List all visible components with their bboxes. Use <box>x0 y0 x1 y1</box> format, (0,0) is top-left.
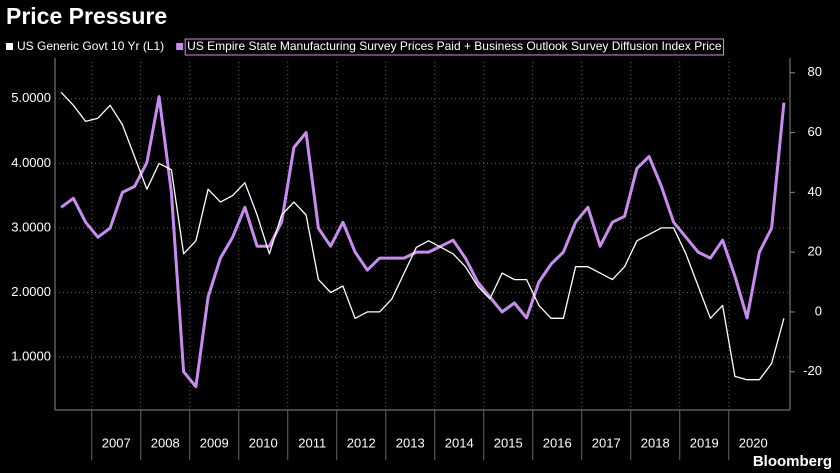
legend-label: US Empire State Manufacturing Survey Pri… <box>187 39 722 53</box>
y-tick-label: 5.0000 <box>11 90 51 105</box>
y-tick-label: 4.0000 <box>11 155 51 170</box>
x-tick-label: 2010 <box>249 435 278 450</box>
y-tick-label: 3.0000 <box>11 219 51 234</box>
y2-tick-label: 80 <box>808 64 822 79</box>
x-tick-label: 2008 <box>151 435 180 450</box>
y2-tick-label: 0 <box>815 303 822 318</box>
x-tick-label: 2012 <box>347 435 376 450</box>
legend-swatch <box>6 43 13 50</box>
x-tick-label: 2020 <box>739 435 768 450</box>
x-tick-label: 2011 <box>298 435 326 450</box>
x-tick-label: 2015 <box>494 435 523 450</box>
y-tick-label: 1.0000 <box>11 348 51 363</box>
legend-box <box>184 38 725 56</box>
x-tick-label: 2018 <box>641 435 670 450</box>
chart-title: Price Pressure <box>6 3 167 29</box>
y2-tick-label: -20 <box>803 363 822 378</box>
x-tick-label: 2019 <box>690 435 719 450</box>
series-line <box>60 95 786 389</box>
y2-tick-label: 20 <box>808 244 822 259</box>
x-tick-label: 2009 <box>200 435 229 450</box>
legend-label: US Generic Govt 10 Yr (L1) <box>17 39 164 53</box>
legend-swatch <box>176 43 184 50</box>
source: Bloomberg <box>753 453 832 470</box>
y-tick-label: 2.0000 <box>11 284 51 299</box>
y2-tick-label: 60 <box>808 124 822 139</box>
x-tick-label: 2016 <box>543 435 572 450</box>
x-tick-label: 2013 <box>396 435 425 450</box>
x-tick-label: 2017 <box>592 435 621 450</box>
x-tick-label: 2014 <box>445 435 474 450</box>
series-line <box>60 91 785 381</box>
y2-tick-label: 40 <box>808 184 822 199</box>
x-tick-label: 2007 <box>102 435 131 450</box>
